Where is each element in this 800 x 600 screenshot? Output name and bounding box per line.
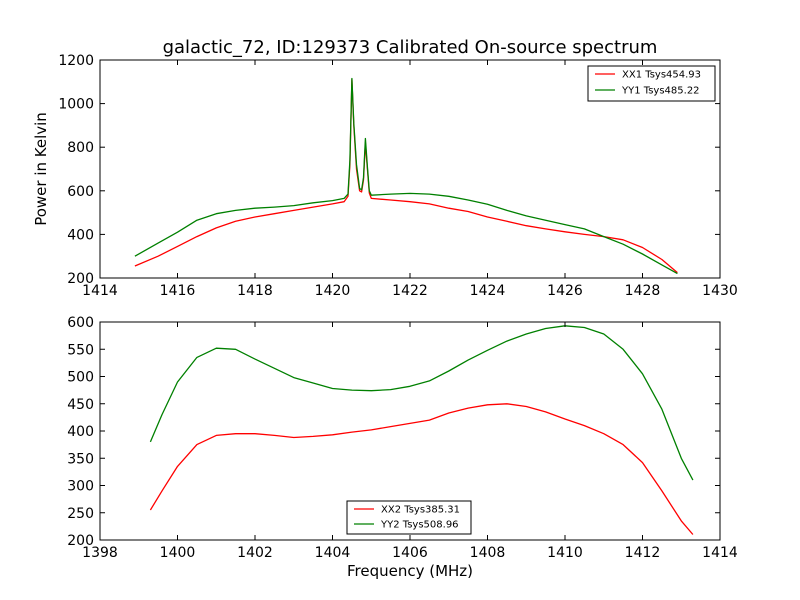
upper-spectrum-panel: 1414 1416 1418 1420 1422 1424 1426 1428 1430 200 4… xyxy=(32,53,738,299)
x-tick-label: 1402 xyxy=(237,545,273,561)
y-tick-label: 800 xyxy=(67,140,94,156)
y-tick-label: 250 xyxy=(67,506,94,522)
x-tick-label: 1412 xyxy=(625,545,661,561)
lower-x-axis-label: Frequency (MHz) xyxy=(347,562,473,580)
y-tick-label: 600 xyxy=(67,315,94,331)
x-tick-label: 1430 xyxy=(702,283,738,299)
y-tick-label: 450 xyxy=(67,397,94,413)
y-tick-label: 550 xyxy=(67,342,94,358)
y-tick-label: 600 xyxy=(67,184,94,200)
x-tick-label: 1416 xyxy=(160,283,196,299)
x-tick-label: 1418 xyxy=(237,283,273,299)
upper-ticks: 1414 1416 1418 1420 1422 1424 1426 1428 1430 200 4… xyxy=(58,53,737,299)
x-tick-label: 1414 xyxy=(82,283,118,299)
lower-legend-box xyxy=(346,500,472,535)
y-tick-label: 1000 xyxy=(58,97,94,113)
y-tick-label: 350 xyxy=(67,451,94,467)
series-line-1-1 xyxy=(149,325,694,481)
y-tick-label: 400 xyxy=(67,424,94,440)
series-line-0-1 xyxy=(134,77,678,275)
legend-label-yy2: YY2 Tsys508.96 xyxy=(380,520,459,531)
x-tick-label: 1408 xyxy=(470,545,506,561)
upper-legend-box xyxy=(587,65,716,102)
y-tick-label: 300 xyxy=(67,479,94,495)
figure-title: galactic_72, ID:129373 Calibrated On-sou… xyxy=(163,37,658,58)
x-tick-label: 1398 xyxy=(82,545,118,561)
x-tick-label: 1406 xyxy=(392,545,428,561)
upper-legend: XX1 Tsys454.93 YY1 Tsys485.22 xyxy=(587,65,716,102)
x-tick-label: 1414 xyxy=(702,545,738,561)
x-tick-label: 1420 xyxy=(315,283,351,299)
x-tick-label: 1426 xyxy=(547,283,583,299)
lower-ticks: 1398 1400 1402 1404 1406 1408 1410 1412 1414 200 2… xyxy=(67,315,738,561)
lower-spectrum-panel: 1398 1400 1402 1404 1406 1408 1410 1412 1414 200 2… xyxy=(67,315,738,580)
upper-y-axis-label: Power in Kelvin xyxy=(32,112,50,226)
y-tick-label: 500 xyxy=(67,370,94,386)
legend-label-xx1: XX1 Tsys454.93 xyxy=(622,70,701,81)
x-tick-label: 1424 xyxy=(470,283,506,299)
lower-series-layer xyxy=(149,325,694,535)
legend-label-yy1: YY1 Tsys485.22 xyxy=(621,86,700,97)
upper-series-layer xyxy=(134,77,678,275)
y-tick-label: 400 xyxy=(67,227,94,243)
y-tick-label: 200 xyxy=(67,533,94,549)
x-tick-label: 1422 xyxy=(392,283,428,299)
x-tick-label: 1400 xyxy=(160,545,196,561)
lower-legend: XX2 Tsys385.31 YY2 Tsys508.96 xyxy=(346,500,472,535)
series-line-1-0 xyxy=(149,403,694,535)
y-tick-label: 1200 xyxy=(58,53,94,69)
x-tick-label: 1428 xyxy=(625,283,661,299)
series-line-0-0 xyxy=(134,78,678,274)
x-tick-label: 1404 xyxy=(315,545,351,561)
legend-label-xx2: XX2 Tsys385.31 xyxy=(381,505,460,516)
x-tick-label: 1410 xyxy=(547,545,583,561)
y-tick-label: 200 xyxy=(67,271,94,287)
